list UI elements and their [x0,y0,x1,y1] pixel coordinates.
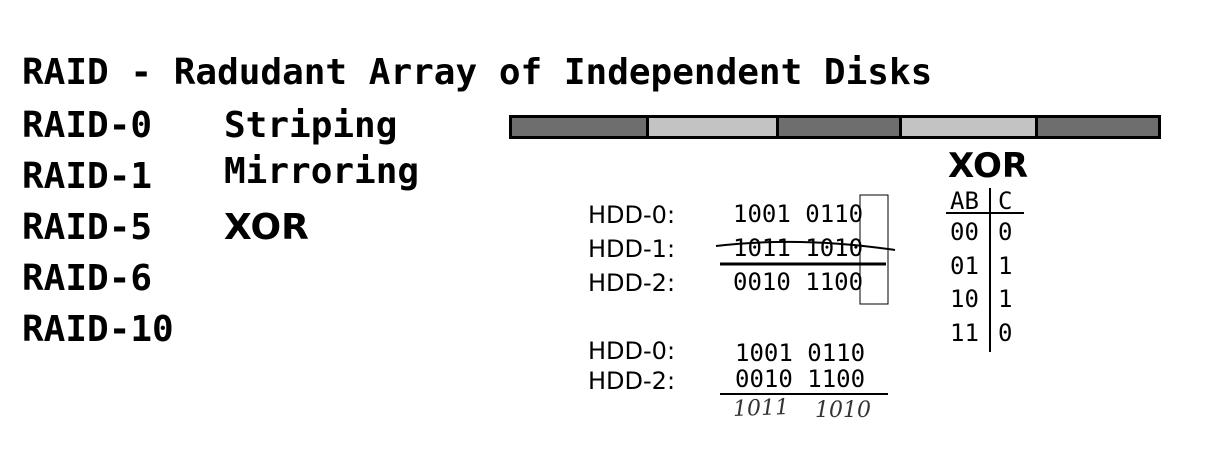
bit-column-highlight [859,194,889,305]
hdd-label: HDD-0: [588,337,676,365]
raid-level-label: RAID-5 [22,207,153,248]
raid-level-label: RAID-0 [22,105,153,146]
hdd-label: HDD-1: [588,235,676,263]
raid-level-desc: Striping [224,105,398,146]
striping-bar [509,115,1161,139]
raid-level-label: RAID-1 [22,156,153,197]
xor-input: 01 [950,252,979,280]
strike-through-line [715,240,896,251]
hdd-bits: 0010 1100 [735,365,866,393]
xor-input: 00 [950,218,979,246]
xor-output: 0 [998,319,1013,347]
page-title: RAID - Radudant Array of Independent Dis… [22,52,933,93]
stripe-segment [779,118,902,136]
hdd-bits: 0010 1100 [733,268,864,296]
hdd-bits: 1001 0110 [733,200,864,228]
xor-table-title: XOR [948,146,1029,186]
xor-header-ab: AB [950,187,979,215]
xor-input: 11 [950,319,979,347]
hdd-bits-lost: 1011 1010 [733,234,864,262]
raid-level-desc: Mirroring [224,151,420,192]
stripe-segment [1038,118,1158,136]
stripe-segment [512,118,649,136]
xor-result-right: 1010 [815,398,871,423]
raid-level-desc: XOR [224,207,309,248]
hdd-label: HDD-0: [588,201,676,229]
xor-input: 10 [950,285,979,313]
stripe-segment [649,118,779,136]
xor-output: 1 [998,252,1013,280]
hdd-label: HDD-2: [588,269,676,297]
stripe-segment [902,118,1038,136]
raid-level-label: RAID-10 [22,309,174,350]
raid-level-label: RAID-6 [22,258,153,299]
xor-output: 0 [998,218,1013,246]
hdd-label: HDD-2: [588,367,676,395]
xor-header-c: C [998,187,1013,215]
hdd-bits: 1001 0110 [735,339,866,367]
xor-output: 1 [998,285,1013,313]
